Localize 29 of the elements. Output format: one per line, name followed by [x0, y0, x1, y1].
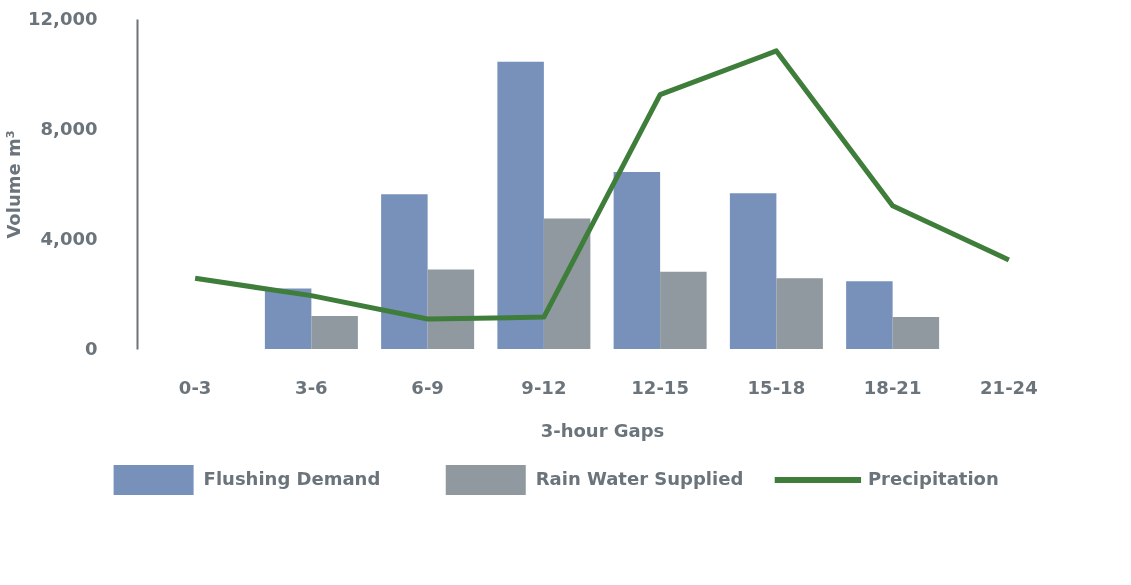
bar: [427, 269, 475, 349]
y-tick-label: 8,000: [40, 117, 98, 139]
y-axis-title: Volume m³: [3, 130, 25, 239]
y-tick-label: 0: [84, 337, 98, 359]
x-tick-label: 21-24: [980, 376, 1038, 398]
y-tick-label: 4,000: [40, 227, 98, 249]
x-tick-label: 9-12: [521, 376, 567, 398]
bar: [381, 194, 428, 349]
legend-label: Flushing Demand: [203, 468, 381, 489]
bar: [264, 288, 312, 349]
bar: [543, 218, 591, 349]
x-tick-label: 6-9: [411, 376, 444, 398]
x-tick-label: 12-15: [631, 376, 689, 398]
x-axis-title: 3-hour Gaps: [540, 419, 665, 441]
x-tick-label: 3-6: [295, 376, 328, 398]
bar: [660, 271, 707, 349]
bar: [311, 316, 358, 349]
bar: [729, 193, 777, 349]
bar: [846, 281, 893, 349]
y-tick-label: 12,000: [28, 7, 98, 29]
bar: [892, 317, 940, 349]
legend-label: Precipitation: [867, 468, 999, 489]
bar: [613, 171, 661, 349]
x-tick-label: 0-3: [178, 376, 212, 398]
x-tick-label: 15-18: [747, 376, 806, 398]
bar: [497, 61, 544, 349]
x-tick-label: 18-21: [863, 376, 922, 398]
bar: [776, 278, 823, 349]
legend-label: Rain Water Supplied: [535, 468, 744, 489]
